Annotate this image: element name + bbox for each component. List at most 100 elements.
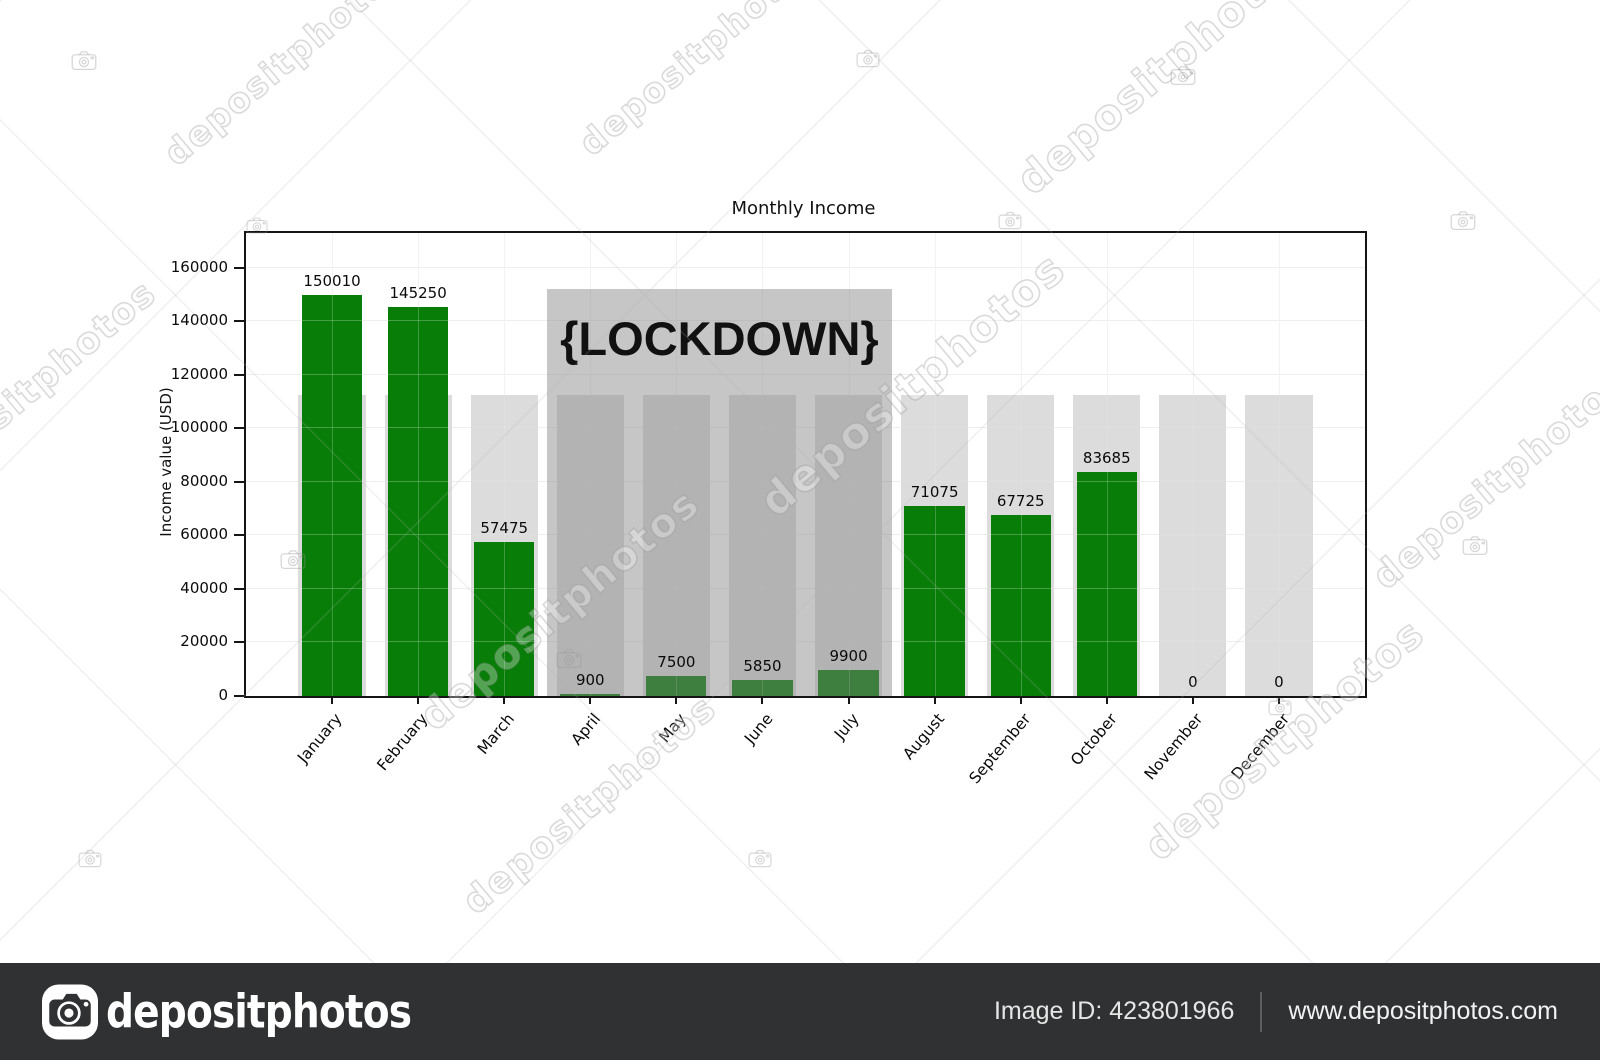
gridline-over-vertical <box>1192 233 1194 696</box>
chart-title: Monthly Income <box>731 198 876 219</box>
watermark-text: depositphotos <box>571 0 829 165</box>
column-june <box>719 233 805 696</box>
x-tick-mark <box>847 698 850 704</box>
x-tick-mark <box>503 698 506 704</box>
x-tick-mark <box>1191 698 1194 704</box>
gridline-horizontal <box>246 266 1365 268</box>
y-tick-mark <box>234 373 244 376</box>
bar-label-june: 5850 <box>743 657 782 676</box>
gridline-over-horizontal <box>246 373 1365 375</box>
column-july <box>806 233 892 696</box>
column-february <box>375 233 461 696</box>
camera-watermark-icon <box>1462 534 1488 559</box>
gridline-horizontal <box>246 427 1365 429</box>
x-tick-label-may: May <box>655 710 691 747</box>
column-august <box>892 233 978 696</box>
gridline-over-horizontal <box>246 320 1365 322</box>
y-tick-mark <box>234 695 244 697</box>
bar-april <box>560 693 621 696</box>
bar-september <box>990 514 1051 696</box>
website-text: www.depositphotos.com <box>1288 997 1558 1025</box>
y-tick-mark <box>234 427 244 430</box>
bar-january <box>301 294 363 696</box>
x-tick-label-june: June <box>740 710 777 748</box>
plot-area: {LOCKDOWN} 150010 145250 57475 900 7500 5850 9… <box>244 231 1367 698</box>
column-january <box>289 233 375 696</box>
bar-label-december: 0 <box>1274 673 1284 691</box>
gridline-over-vertical <box>332 233 334 696</box>
gridline-over-horizontal <box>246 534 1365 536</box>
x-tick-label-december: December <box>1227 710 1293 784</box>
column-november <box>1150 233 1236 696</box>
x-tick-mark <box>675 698 678 704</box>
gridline-over-horizontal <box>246 641 1365 643</box>
y-tick-mark <box>234 534 244 537</box>
x-tick-label-january: January <box>294 710 346 767</box>
y-tick-label: 40000 <box>180 578 228 597</box>
y-tick-mark <box>234 266 244 269</box>
y-tick-label: 120000 <box>170 364 228 383</box>
column-may <box>633 233 719 696</box>
bar-label-september: 67725 <box>996 491 1045 510</box>
bar-label-august: 71075 <box>910 482 959 501</box>
y-tick-label: 60000 <box>180 525 228 544</box>
x-tick-mark <box>1019 698 1022 704</box>
bar-label-january: 150010 <box>303 271 361 290</box>
watermark-text: depositphotos <box>156 0 414 175</box>
gridline-horizontal <box>246 587 1365 589</box>
bar-october <box>1076 472 1137 696</box>
x-tick-label-november: November <box>1141 710 1207 784</box>
y-axis-label: Income value (USD) <box>157 387 175 537</box>
y-tick-label: 160000 <box>170 257 228 276</box>
column-december <box>1236 233 1322 696</box>
camera-watermark-icon <box>1170 64 1196 89</box>
camera-watermark-icon <box>748 848 772 872</box>
y-tick-label: 0 <box>218 686 228 704</box>
bar-label-november: 0 <box>1188 673 1198 691</box>
background-bar-july <box>814 394 883 696</box>
x-tick-mark <box>331 698 334 704</box>
x-tick-mark <box>1105 698 1108 704</box>
watermark-bottom-bar: depositphotos Image ID: 423801966 www.de… <box>0 963 1600 1060</box>
gridline-over-horizontal <box>246 480 1365 482</box>
gridline-over-vertical <box>934 233 936 696</box>
gridline-over-vertical <box>1020 233 1022 696</box>
y-tick-label: 100000 <box>170 418 228 437</box>
camera-watermark-icon <box>71 49 97 74</box>
x-tick-label-july: July <box>830 710 863 743</box>
bar-july <box>818 669 879 696</box>
bar-label-march: 57475 <box>480 519 529 538</box>
gridline-over-vertical <box>848 233 850 696</box>
x-tick-label-september: September <box>965 710 1035 788</box>
gridline-over-horizontal <box>246 427 1365 429</box>
bar-august <box>904 505 965 696</box>
column-september <box>978 233 1064 696</box>
x-tick-label-august: August <box>899 710 949 764</box>
gridline-horizontal <box>246 320 1365 322</box>
gridline-over-vertical <box>590 233 592 696</box>
gridline-over-vertical <box>762 233 764 696</box>
gridline-horizontal <box>246 534 1365 536</box>
gridline-over-vertical <box>676 233 678 696</box>
bar-may <box>646 675 707 696</box>
gridline-horizontal <box>246 641 1365 643</box>
gridline-over-vertical <box>1278 233 1280 696</box>
x-tick-mark <box>933 698 936 704</box>
lockdown-annotation-box: {LOCKDOWN} <box>547 289 892 696</box>
y-tick-label: 140000 <box>170 311 228 330</box>
gridline-horizontal <box>246 373 1365 375</box>
bottom-bar-info: Image ID: 423801966 www.depositphotos.co… <box>993 991 1558 1032</box>
gridline-over-vertical <box>1106 233 1108 696</box>
lockdown-text: {LOCKDOWN} <box>560 312 879 366</box>
bar-label-may: 7500 <box>657 652 696 671</box>
bar-label-october: 83685 <box>1082 449 1131 468</box>
y-tick-mark <box>234 587 244 590</box>
bar-label-july: 9900 <box>829 646 868 665</box>
bar-label-february: 145250 <box>389 284 447 303</box>
watermark-text: depositphotos <box>1365 362 1600 599</box>
camera-watermark-icon <box>1450 209 1476 234</box>
image-id-text: Image ID: 423801966 <box>993 997 1235 1025</box>
camera-logo-icon <box>42 984 98 1039</box>
x-tick-label-october: October <box>1066 710 1121 770</box>
